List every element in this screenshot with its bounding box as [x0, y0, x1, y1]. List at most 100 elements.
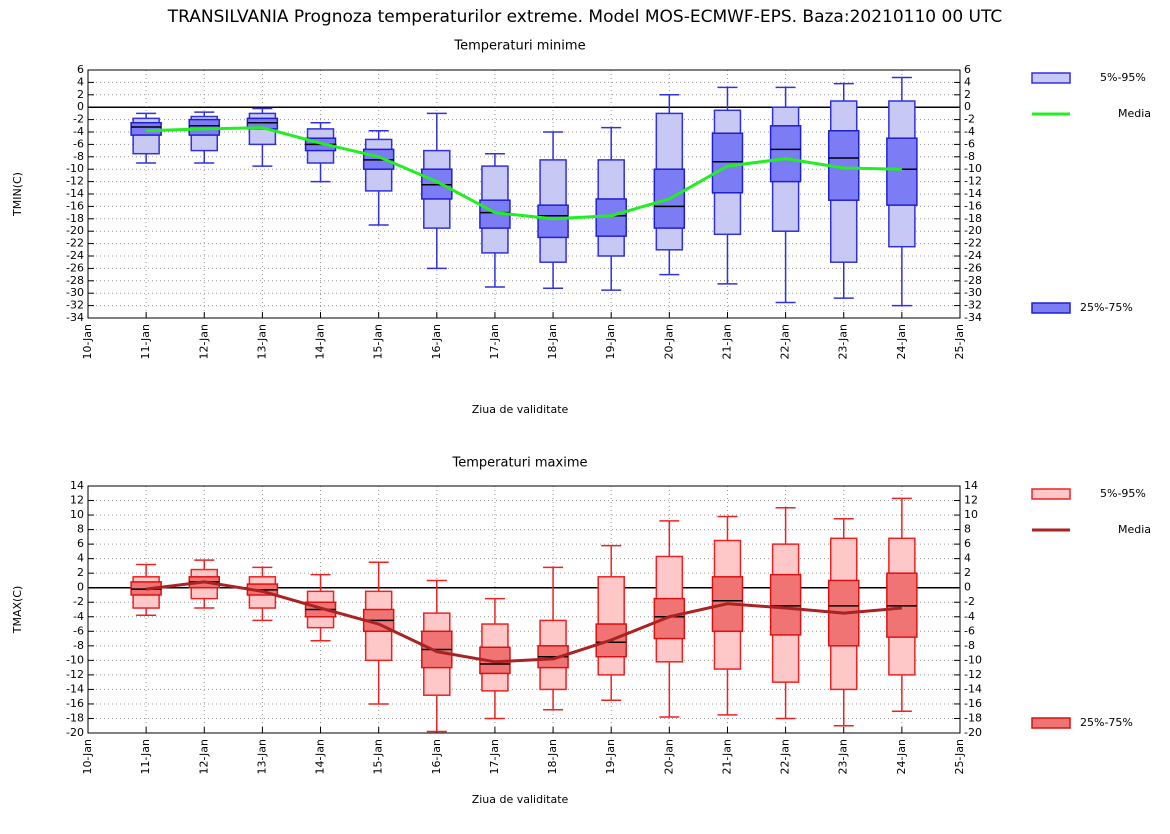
y-tick-label: -20 [964, 224, 982, 237]
y-tick-label: -26 [66, 261, 84, 274]
y-tick-label: -2 [73, 595, 84, 608]
y-tick-label: 14 [70, 479, 84, 492]
x-tick-label: 16-Jan [430, 739, 443, 775]
inner-box [130, 121, 162, 136]
y-tick-label: 2 [964, 566, 971, 579]
y-tick-label: -2 [964, 595, 975, 608]
y-tick-label: 8 [964, 523, 971, 536]
y-tick-label: 6 [77, 537, 84, 550]
y-tick-label: -28 [964, 274, 982, 287]
inner-box [711, 132, 744, 194]
chart-subtitle: Temperaturi maxime [452, 456, 588, 471]
x-tick-label: 23-Jan [837, 739, 850, 775]
y-tick-label: -20 [964, 726, 982, 739]
x-tick-label: 19-Jan [604, 739, 617, 775]
x-tick-label: 17-Jan [488, 739, 501, 775]
y-tick-label: -6 [73, 137, 84, 150]
x-tick-label: 13-Jan [255, 739, 268, 775]
y-tick-label: -4 [73, 125, 84, 138]
y-tick-label: -34 [964, 311, 982, 324]
x-tick-label: 12-Jan [197, 739, 210, 775]
x-tick-label: 14-Jan [314, 739, 327, 775]
legend-swatch [1031, 72, 1071, 84]
inner-box [769, 573, 802, 636]
y-tick-label: -2 [73, 113, 84, 126]
y-tick-label: -26 [964, 261, 982, 274]
x-tick-label: 20-Jan [662, 739, 675, 775]
mean-line [145, 580, 902, 664]
x-tick-label: 24-Jan [895, 739, 908, 775]
x-tick-label: 11-Jan [139, 739, 152, 775]
legend-swatch [1031, 488, 1071, 500]
y-tick-label: -20 [66, 224, 84, 237]
y-tick-label: -16 [964, 199, 982, 212]
y-tick-label: 6 [964, 63, 971, 76]
y-tick-label: 0 [77, 100, 84, 113]
y-tick-label: -14 [964, 187, 982, 200]
plot-frame [87, 485, 961, 734]
y-tick-label: 2 [964, 88, 971, 101]
mean-line [146, 126, 902, 221]
y-tick-label: -2 [964, 113, 975, 126]
y-tick-label: -18 [66, 212, 84, 225]
y-tick-label: -16 [964, 697, 982, 710]
y-tick-label: 10 [70, 508, 84, 521]
y-tick-label: -12 [964, 668, 982, 681]
y-tick-label: -14 [66, 682, 84, 695]
x-tick-label: 10-Jan [81, 739, 94, 775]
inner-box [537, 204, 569, 239]
y-tick-label: -32 [964, 299, 982, 312]
y-tick-label: -16 [66, 697, 84, 710]
legend-label: Media [1118, 523, 1151, 536]
x-tick-label: 25-Jan [953, 739, 966, 775]
y-tick-label: -30 [964, 286, 982, 299]
x-tick-label: 20-Jan [662, 324, 675, 360]
y-tick-label: -20 [66, 726, 84, 739]
y-tick-label: -22 [964, 237, 982, 250]
y-tick-label: -8 [73, 639, 84, 652]
y-tick-label: 6 [77, 63, 84, 76]
y-tick-label: -14 [66, 187, 84, 200]
y-tick-label: 2 [77, 88, 84, 101]
y-tick-label: -6 [964, 137, 975, 150]
y-tick-label: -14 [964, 682, 982, 695]
x-tick-label: 24-Jan [895, 324, 908, 360]
y-tick-label: -24 [964, 249, 982, 262]
y-tick-label: 8 [77, 523, 84, 536]
y-tick-label: 14 [964, 479, 978, 492]
y-tick-label: -30 [66, 286, 84, 299]
y-axis-title: TMIN(C) [11, 172, 24, 217]
y-tick-label: -6 [964, 624, 975, 637]
y-tick-label: 0 [964, 100, 971, 113]
y-tick-label: 2 [77, 566, 84, 579]
legend-label: Media [1118, 107, 1151, 120]
inner-box [653, 597, 686, 640]
legend-swatch [1031, 302, 1071, 314]
y-tick-label: 0 [964, 581, 971, 594]
page-title: TRANSILVANIA Prognoza temperaturilor ext… [167, 7, 1003, 27]
plot-frame [87, 69, 961, 319]
y-tick-label: -10 [964, 162, 982, 175]
y-tick-label: -18 [964, 212, 982, 225]
x-tick-label: 22-Jan [779, 739, 792, 775]
y-tick-label: -4 [73, 610, 84, 623]
y-tick-label: 12 [964, 494, 978, 507]
x-tick-label: 14-Jan [314, 324, 327, 360]
x-axis-title: Ziua de validitate [472, 403, 569, 416]
y-tick-label: -10 [66, 162, 84, 175]
legend-label: 25%-75% [1080, 301, 1133, 314]
y-tick-label: -34 [66, 311, 84, 324]
x-tick-label: 15-Jan [372, 739, 385, 775]
y-tick-label: -12 [964, 175, 982, 188]
x-tick-label: 17-Jan [488, 324, 501, 360]
x-tick-label: 12-Jan [197, 324, 210, 360]
y-tick-label: -12 [66, 668, 84, 681]
y-tick-label: -28 [66, 274, 84, 287]
y-tick-label: 6 [964, 537, 971, 550]
y-tick-label: -18 [66, 711, 84, 724]
inner-box [769, 125, 802, 183]
x-tick-label: 18-Jan [546, 324, 559, 360]
x-tick-label: 15-Jan [372, 324, 385, 360]
